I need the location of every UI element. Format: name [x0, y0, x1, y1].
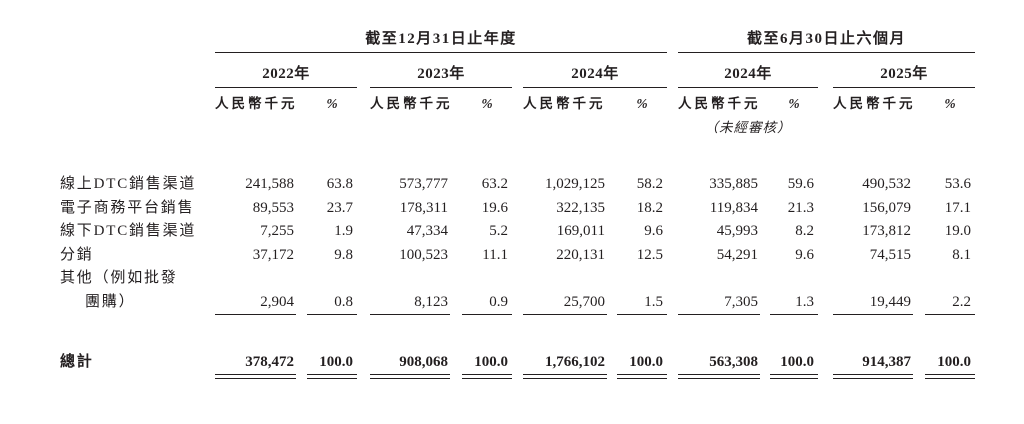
amount-cell: 490,532 — [862, 176, 911, 192]
amount-cell: 19,449 — [833, 291, 913, 315]
percent-cell: 58.2 — [636, 176, 663, 192]
amount-cell: 8,123 — [370, 291, 450, 315]
table-row: 其他（例如批發 — [60, 267, 1024, 291]
year-header-2025: 2025年 — [833, 62, 975, 88]
percent-cell: 11.1 — [482, 246, 508, 263]
total-percent-cell: 100.0 — [925, 350, 975, 379]
percent-cell: 17.1 — [944, 199, 971, 216]
amount-cell: 220,131 — [556, 246, 605, 263]
table-row: 電子商務平台銷售 89,553 23.7 178,311 19.6 322,13… — [60, 197, 1024, 221]
amount-cell: 173,812 — [862, 223, 911, 239]
table-header-units: 人民幣千元 % 人民幣千元 % 人民幣千元 % 人民幣千元 % 人民幣千元 % — [60, 95, 1024, 113]
amount-cell: 100,523 — [399, 246, 448, 263]
percent-cell: 0.8 — [307, 291, 357, 315]
percent-cell: 9.6 — [795, 246, 814, 263]
table-row: 分銷 37,172 9.8 100,523 11.1 220,131 12.5 … — [60, 244, 1024, 268]
amount-cell: 322,135 — [556, 199, 605, 216]
percent-header: % — [788, 96, 800, 111]
amount-unit-header: 人民幣千元 — [370, 96, 453, 111]
total-percent-cell: 100.0 — [307, 350, 357, 379]
percent-cell: 53.6 — [944, 176, 971, 192]
period-header-annual: 截至12月31日止年度 — [215, 27, 667, 53]
percent-cell: 63.8 — [326, 176, 353, 192]
percent-cell: 63.2 — [481, 176, 508, 192]
total-amount-cell: 914,387 — [833, 350, 913, 379]
percent-header: % — [636, 96, 648, 111]
amount-cell: 169,011 — [556, 223, 605, 239]
amount-cell: 573,777 — [399, 176, 448, 192]
row-label: 線上DTC銷售渠道 — [60, 176, 197, 192]
amount-cell: 335,885 — [709, 176, 758, 192]
row-label: 線下DTC銷售渠道 — [60, 223, 197, 239]
table-row: 線下DTC銷售渠道 7,255 1.9 47,334 5.2 169,011 9… — [60, 220, 1024, 244]
percent-cell: 9.8 — [334, 246, 353, 263]
percent-cell: 21.3 — [787, 199, 814, 216]
table-body: 線上DTC銷售渠道 241,588 63.8 573,777 63.2 1,02… — [60, 173, 1024, 379]
total-row: 總計 378,472 100.0 908,068 100.0 1,766,102… — [60, 350, 1024, 379]
row-label: 電子商務平台銷售 — [60, 199, 195, 216]
amount-cell: 7,255 — [260, 223, 294, 239]
total-amount-cell: 563,308 — [678, 350, 760, 379]
percent-cell: 1.3 — [770, 291, 818, 315]
amount-cell: 74,515 — [869, 246, 911, 263]
table-header-note: （未經審核） — [60, 119, 1024, 137]
percent-cell: 59.6 — [787, 176, 814, 192]
table-header-periods: 截至12月31日止年度 截至6月30日止六個月 — [60, 27, 1024, 53]
amount-cell: 178,311 — [399, 199, 448, 216]
amount-cell: 47,334 — [406, 223, 448, 239]
amount-cell: 241,588 — [245, 176, 294, 192]
unaudited-note: （未經審核） — [704, 120, 792, 135]
row-label: 團購） — [85, 293, 136, 310]
table-row: 團購） 2,904 0.8 8,123 0.9 25,700 1.5 7,305… — [60, 291, 1024, 315]
percent-cell: 23.7 — [326, 199, 353, 216]
total-label: 總計 — [60, 354, 94, 370]
percent-cell: 12.5 — [636, 246, 663, 263]
percent-cell: 8.1 — [952, 246, 971, 263]
row-label: 分銷 — [60, 246, 94, 263]
percent-cell: 2.2 — [925, 291, 975, 315]
percent-header: % — [481, 96, 493, 111]
total-amount-cell: 378,472 — [215, 350, 296, 379]
year-header-2023: 2023年 — [370, 62, 512, 88]
table-row: 線上DTC銷售渠道 241,588 63.8 573,777 63.2 1,02… — [60, 173, 1024, 197]
amount-unit-header: 人民幣千元 — [833, 96, 916, 111]
total-amount-cell: 908,068 — [370, 350, 450, 379]
amount-cell: 37,172 — [252, 246, 294, 263]
total-percent-cell: 100.0 — [462, 350, 512, 379]
year-header-2024: 2024年 — [523, 62, 667, 88]
total-percent-cell: 100.0 — [770, 350, 818, 379]
amount-unit-header: 人民幣千元 — [215, 96, 298, 111]
percent-header: % — [326, 96, 338, 111]
amount-cell: 2,904 — [215, 291, 296, 315]
amount-cell: 45,993 — [716, 223, 758, 239]
percent-cell: 19.6 — [481, 199, 508, 216]
amount-unit-header: 人民幣千元 — [678, 96, 761, 111]
amount-unit-header: 人民幣千元 — [523, 96, 606, 111]
total-percent-cell: 100.0 — [617, 350, 667, 379]
percent-cell: 0.9 — [462, 291, 512, 315]
amount-cell: 54,291 — [716, 246, 758, 263]
amount-cell: 1,029,125 — [545, 176, 605, 192]
table-header-years: 2022年 2023年 2024年 2024年 2025年 — [60, 62, 1024, 88]
total-amount-cell: 1,766,102 — [523, 350, 607, 379]
percent-cell: 19.0 — [944, 223, 971, 239]
percent-cell: 1.9 — [334, 223, 353, 239]
year-header-2022: 2022年 — [215, 62, 357, 88]
percent-cell: 1.5 — [617, 291, 667, 315]
row-label: 其他（例如批發 — [60, 270, 178, 286]
percent-cell: 18.2 — [636, 199, 663, 216]
percent-cell: 9.6 — [644, 223, 663, 239]
amount-cell: 119,834 — [709, 199, 758, 216]
period-header-interim: 截至6月30日止六個月 — [678, 27, 975, 53]
percent-cell: 8.2 — [795, 223, 814, 239]
year-header-2024-interim: 2024年 — [678, 62, 818, 88]
amount-cell: 25,700 — [523, 291, 607, 315]
amount-cell: 89,553 — [252, 199, 294, 216]
amount-cell: 7,305 — [678, 291, 760, 315]
percent-cell: 5.2 — [489, 223, 508, 239]
amount-cell: 156,079 — [862, 199, 911, 216]
percent-header: % — [944, 96, 956, 111]
